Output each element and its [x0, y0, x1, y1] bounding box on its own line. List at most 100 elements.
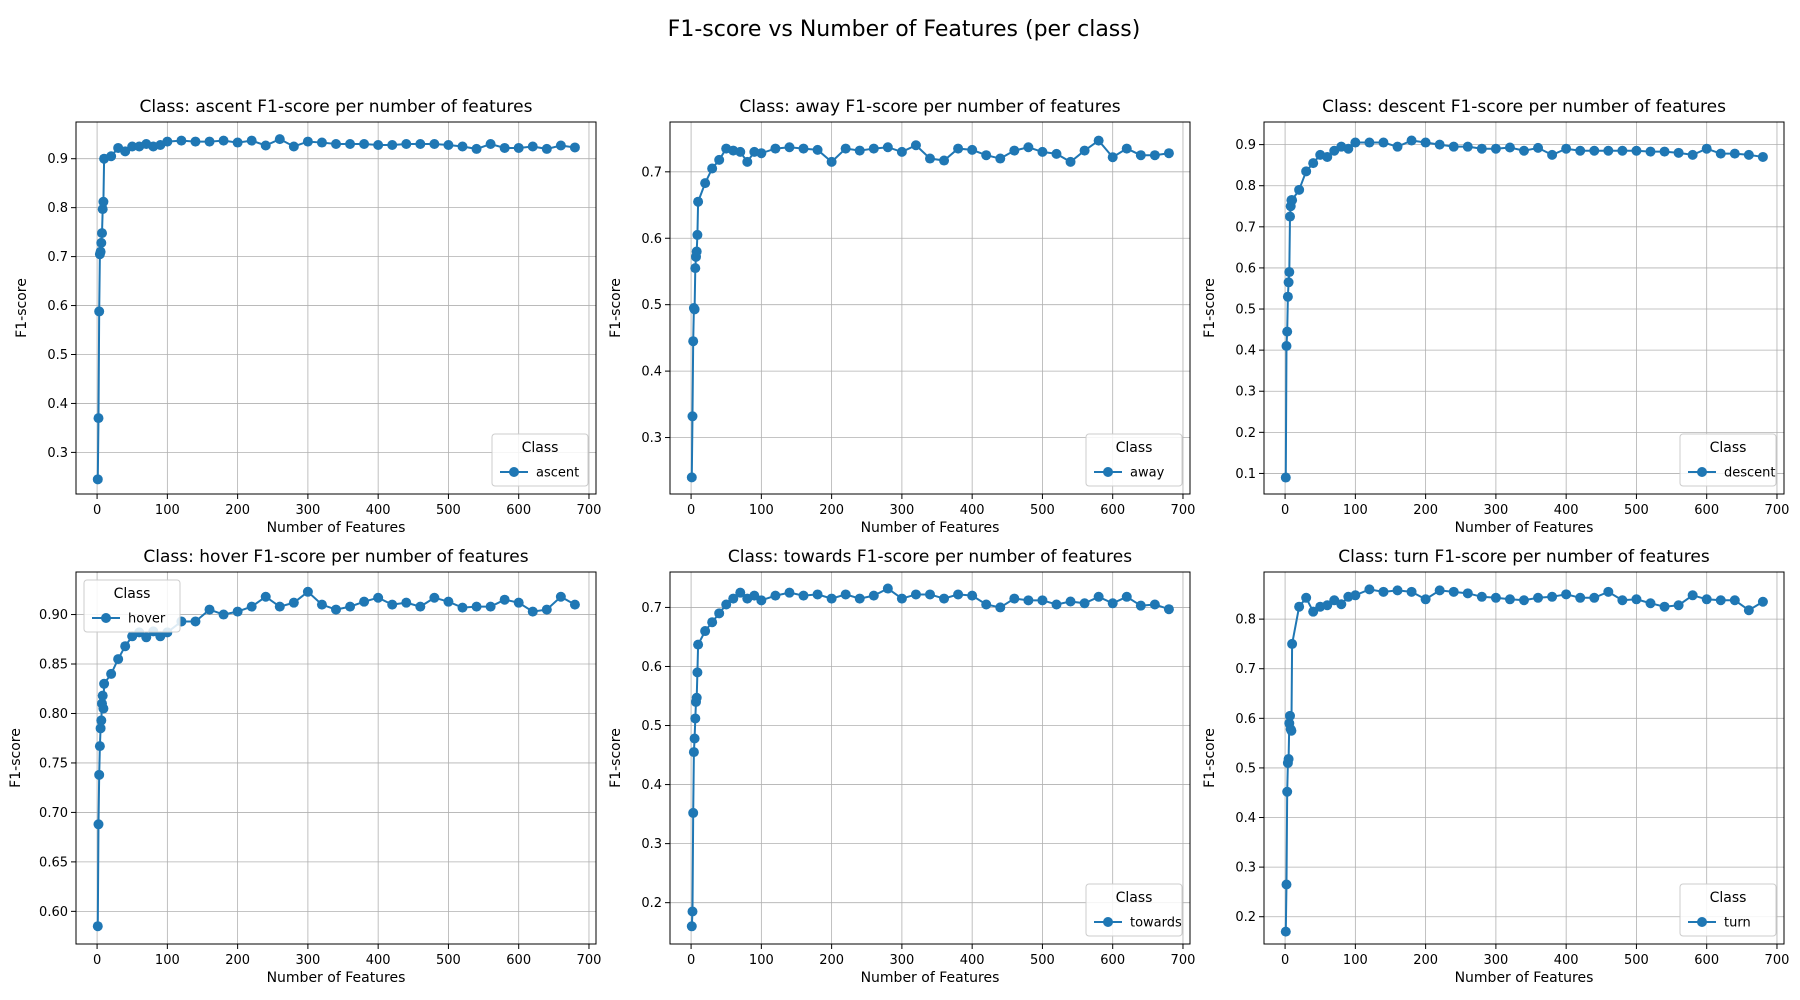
data-point [742, 156, 753, 167]
data-point [1519, 145, 1529, 156]
x-tick-label: 200 [819, 503, 844, 518]
data-point [728, 593, 739, 604]
data-point [707, 617, 718, 628]
data-point [1533, 142, 1544, 153]
data-point [555, 591, 566, 602]
axes-frame [75, 571, 597, 945]
data-point [94, 769, 105, 780]
data-point [1575, 592, 1586, 603]
x-tick-label: 600 [1694, 503, 1719, 518]
data-point [1283, 277, 1294, 288]
data-point [812, 144, 823, 155]
data-point [302, 586, 313, 597]
data-point [141, 632, 152, 643]
x-tick-label: 700 [1171, 503, 1196, 518]
data-point [1294, 184, 1305, 195]
data-point [1107, 152, 1118, 163]
data-point [96, 237, 107, 248]
data-point [1757, 151, 1768, 162]
x-tick-label: 300 [295, 953, 320, 968]
data-point [721, 599, 732, 610]
data-point [246, 601, 257, 612]
data-point [1561, 143, 1572, 154]
y-tick-label: 0.65 [39, 855, 68, 870]
data-point [1715, 595, 1726, 606]
x-tick-label: 700 [1171, 953, 1196, 968]
data-point [953, 143, 964, 154]
data-point [1603, 586, 1614, 597]
x-tick-label: 600 [1694, 953, 1719, 968]
data-point [749, 590, 760, 601]
legend-entry: hover [128, 612, 166, 627]
data-point [541, 143, 552, 154]
data-point [99, 678, 110, 689]
data-point [1575, 145, 1586, 156]
x-tick-label: 400 [366, 503, 391, 518]
data-point [218, 609, 229, 620]
data-point [443, 140, 454, 151]
x-tick-label: 300 [1483, 503, 1508, 518]
data-point [1561, 589, 1572, 600]
chart-panel-4: 0 100 200 300 400 500 600 700 0.2 0.3 0.4 0.5 0.6 0.7… [608, 547, 1195, 986]
legend-title: Class [1116, 440, 1153, 456]
chart-title: Class: towards F1-score per number of fe… [728, 547, 1132, 567]
y-tick-label: 0.8 [1235, 613, 1256, 628]
data-point [714, 608, 725, 619]
x-tick-label: 100 [155, 953, 180, 968]
data-point [770, 143, 781, 154]
data-point [96, 715, 107, 726]
data-point [868, 590, 879, 601]
data-point [1406, 586, 1417, 597]
data-point [569, 599, 580, 610]
legend: Class turn [1679, 883, 1777, 937]
legend-title: Class [1710, 890, 1747, 906]
data-point [854, 145, 865, 156]
y-tick-label: 0.2 [1235, 910, 1256, 925]
legend-entry: descent [1724, 466, 1776, 481]
data-point [1135, 600, 1146, 611]
x-tick-label: 400 [1554, 953, 1579, 968]
data-point [527, 606, 538, 617]
data-point [97, 690, 108, 701]
data-point [840, 143, 851, 154]
data-point [688, 807, 699, 818]
y-tick-label: 0.3 [641, 837, 662, 852]
x-tick-label: 0 [93, 953, 101, 968]
data-point [94, 741, 105, 752]
chart-title: Class: turn F1-score per number of featu… [1338, 547, 1710, 567]
data-point [896, 593, 907, 604]
data-point [429, 139, 440, 150]
data-point [691, 246, 702, 257]
x-tick-label: 0 [1281, 503, 1289, 518]
data-point [700, 626, 711, 637]
data-point [127, 141, 138, 152]
y-tick-label: 0.2 [1235, 426, 1256, 441]
data-point [1065, 596, 1076, 607]
data-point [1631, 594, 1642, 605]
data-point [260, 140, 271, 151]
data-point [1280, 926, 1291, 937]
data-point [826, 593, 837, 604]
y-tick-label: 0.6 [641, 232, 662, 247]
data-point [415, 601, 426, 612]
data-point [1547, 591, 1558, 602]
axes-frame [1263, 121, 1785, 495]
data-point [692, 667, 703, 678]
data-point [1308, 158, 1319, 169]
data-point [527, 141, 538, 152]
x-axis-label: Number of Features [267, 520, 406, 536]
subplot-grid: 0 100 200 300 400 500 600 700 0.3 0.4 0.5 0.6 0.7 0.8… [8, 97, 1789, 986]
x-tick-label: 500 [436, 953, 461, 968]
legend: Class ascent [491, 433, 589, 487]
legend-entry: ascent [536, 466, 579, 481]
data-point [1378, 137, 1389, 148]
series-line-hover [96, 590, 576, 927]
data-point [1281, 341, 1292, 352]
data-point [1617, 595, 1628, 606]
data-point [190, 616, 201, 627]
data-point [345, 139, 356, 150]
data-point [93, 413, 104, 424]
series-line-towards [690, 587, 1170, 927]
legend: Class towards [1085, 883, 1183, 937]
y-tick-label: 0.75 [39, 756, 68, 771]
